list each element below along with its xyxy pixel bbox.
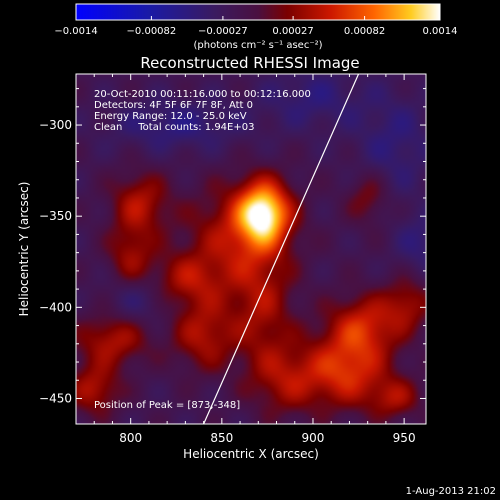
x-tick-label: 900 xyxy=(302,431,325,445)
chart-title: Reconstructed RHESSI Image xyxy=(140,54,359,72)
info-line-counts: Clean Total counts: 1.94E+03 xyxy=(94,122,254,133)
axis-ticks: 800 850 900 950 −300 −350 −400 −450 xyxy=(39,74,426,445)
colorbar-tick-label: 0.00027 xyxy=(272,26,313,37)
colorbar-unit-label: (photons cm⁻² s⁻¹ asec⁻²) xyxy=(193,40,322,51)
colorbar-tick-label: −0.00082 xyxy=(127,26,177,37)
colorbar-gradient xyxy=(75,3,441,21)
info-line-energy: Energy Range: 12.0 - 25.0 keV xyxy=(94,111,247,122)
colorbar-tick-label: −0.00027 xyxy=(198,26,248,37)
x-tick-label: 850 xyxy=(210,431,233,445)
peak-position-label: Position of Peak = [873,-348] xyxy=(94,400,240,411)
x-tick-label: 800 xyxy=(119,431,142,445)
footer-date: 1-Aug-2013 21:02 xyxy=(406,486,496,497)
x-axis-label: Heliocentric X (arcsec) xyxy=(183,447,319,461)
plot-area: 800 850 900 950 −300 −350 −400 −450 xyxy=(39,73,427,445)
y-axis-label: Heliocentric Y (arcsec) xyxy=(17,182,31,317)
y-tick-label: −300 xyxy=(39,118,72,132)
plot-frame xyxy=(75,73,427,425)
y-tick-label: −350 xyxy=(39,209,72,223)
info-line-time: 20-Oct-2010 00:11:16.000 to 00:12:16.000 xyxy=(94,89,311,100)
colorbar-tick-label: −0.0014 xyxy=(54,26,97,37)
colorbar-tick-label: 0.00082 xyxy=(344,26,385,37)
y-tick-label: −400 xyxy=(39,300,72,314)
colorbar-tick-label: 0.0014 xyxy=(423,26,458,37)
heatmap-image xyxy=(76,74,426,424)
solar-limb-line xyxy=(203,73,360,425)
info-block: 20-Oct-2010 00:11:16.000 to 00:12:16.000… xyxy=(94,89,311,133)
colorbar: −0.0014 −0.00082 −0.00027 0.00027 0.00082 0.0… xyxy=(54,3,458,51)
colorbar-ticks: −0.0014 −0.00082 −0.00027 0.00027 0.00082 0.0… xyxy=(54,16,458,37)
x-tick-label: 950 xyxy=(393,431,416,445)
y-tick-label: −450 xyxy=(39,391,72,405)
info-line-detectors: Detectors: 4F 5F 6F 7F 8F, Att 0 xyxy=(94,100,253,111)
